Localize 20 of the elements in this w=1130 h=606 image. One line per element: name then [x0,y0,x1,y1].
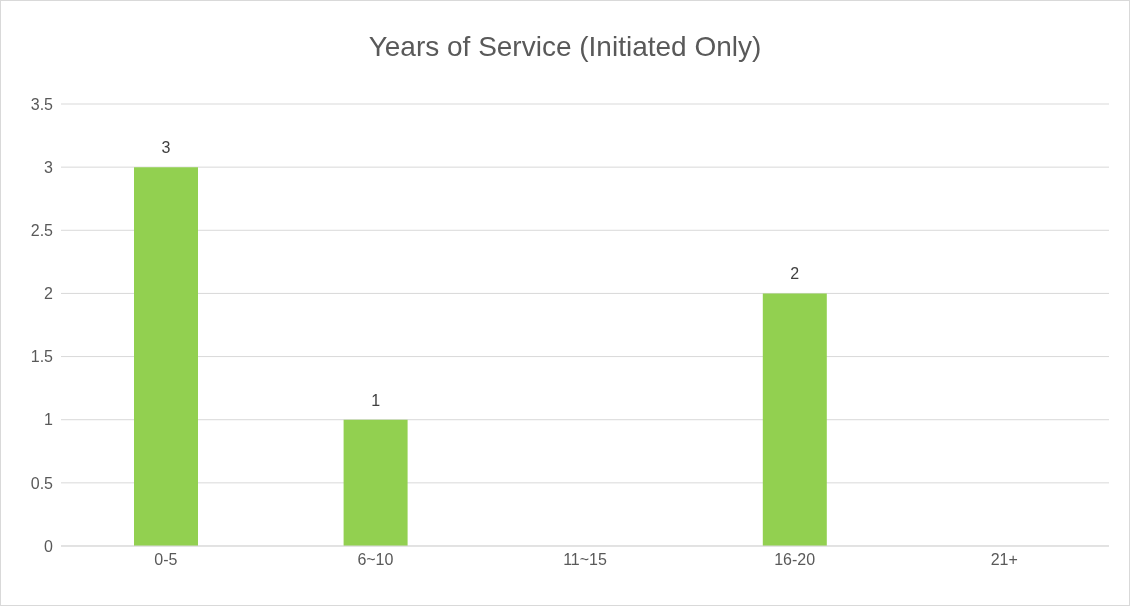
y-tick-label: 2 [44,285,54,303]
bar [762,293,827,546]
data-label: 1 [371,391,381,409]
x-tick-label: 0-5 [154,551,178,569]
x-tick-label: 16-20 [774,551,816,569]
data-label: 2 [790,265,800,283]
x-tick-label: 6~10 [357,551,394,569]
y-tick-label: 2.5 [30,221,54,239]
y-tick-label: 1 [44,411,54,429]
chart-title: Years of Service (Initiated Only) [367,31,763,63]
y-tick-label: 0 [44,537,54,555]
x-tick-label: 11~15 [563,551,607,569]
data-label: 3 [161,139,171,157]
y-tick-label: 3 [44,158,54,176]
y-tick-label: 3.5 [30,95,54,113]
x-tick-label: 21+ [990,551,1018,569]
bar [343,419,408,546]
y-tick-label: 1.5 [30,348,54,366]
y-tick-label: 0.5 [30,474,54,492]
bar [134,167,198,546]
